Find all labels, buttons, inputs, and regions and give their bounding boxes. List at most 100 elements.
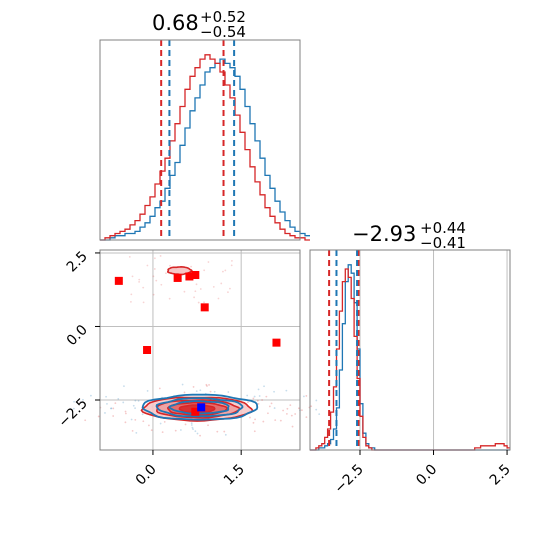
scatter-dot [203, 269, 206, 272]
scatter-dot [84, 419, 87, 422]
scatter-dot [142, 420, 145, 423]
scatter-dot [159, 422, 162, 425]
hist2-grid [359, 250, 508, 450]
scatter-dot [257, 388, 260, 391]
scatter-dot [229, 287, 231, 290]
scatter-dot [263, 385, 265, 388]
red-square-marker [173, 273, 182, 282]
scatter-dot [192, 428, 194, 430]
scatter-dot [222, 270, 224, 273]
hist2-x-tick-label: 0.0 [413, 462, 440, 489]
scatter-dot [112, 415, 115, 417]
scatter-dot [194, 430, 197, 433]
scatter-dot [286, 407, 289, 410]
scatter-dot [158, 387, 161, 390]
scatter-dot [220, 282, 223, 285]
hist1-title-plus: +0.52 [200, 8, 246, 26]
red-square-marker [143, 346, 152, 354]
scatter-dot [124, 410, 127, 413]
scatter-dot [231, 259, 233, 262]
scatter-dot [196, 432, 199, 435]
scatter-dot [183, 391, 186, 394]
scatter-dot [191, 426, 194, 429]
scatter-dot [290, 414, 293, 417]
scatter-dot [125, 412, 127, 415]
scatter-dot [190, 265, 193, 268]
scatter-dot [301, 409, 303, 412]
hist-series-blue [100, 58, 310, 241]
hist2-bars [310, 264, 510, 451]
scatter-dot [141, 413, 144, 416]
blue-contour-level [141, 393, 259, 421]
scatter-dot [199, 434, 201, 437]
scatter-dot [282, 409, 284, 412]
scatter-dot [253, 395, 256, 398]
scatter-dot [160, 283, 163, 286]
scatter-dot [246, 394, 249, 397]
scatter-dot [79, 401, 82, 404]
hist2-title-minus: −0.41 [420, 234, 466, 252]
scatter-dot [230, 264, 233, 267]
scatter-dot [285, 412, 288, 415]
red-square-marker [191, 407, 200, 416]
scatter-dot [274, 419, 277, 422]
scatter-dot [318, 413, 321, 416]
scatter-dot [142, 286, 145, 289]
scatter-dot [192, 386, 195, 388]
scatter-dot [132, 404, 135, 407]
blue-contour-level [168, 400, 230, 415]
scatter-dot [208, 384, 210, 386]
scatter-dot [273, 390, 275, 393]
scatter-dot [305, 416, 308, 419]
scatter-dot [110, 407, 112, 410]
hist-series-red [310, 268, 510, 451]
hist1-frame [99, 39, 301, 241]
scatter-dot [273, 407, 276, 409]
scatter-dot [152, 293, 155, 296]
scatter-dot [114, 402, 117, 405]
scatter-dot [131, 275, 134, 278]
scatter-dot [161, 431, 164, 434]
hist2-x-ticks: −2.5 0.0 2.5 [331, 450, 514, 497]
red-square-marker [272, 338, 281, 347]
scatter-dot [128, 255, 131, 258]
blue-square-marker [197, 403, 206, 412]
hist2-x-tick-label: −2.5 [331, 462, 366, 497]
hist1-title-minus: −0.54 [200, 23, 246, 41]
scatter-dot [199, 288, 202, 290]
red-square-marker [185, 272, 194, 281]
scatter-dot [223, 430, 226, 433]
scatter-dot [258, 395, 261, 397]
scatter-dot [117, 397, 120, 400]
scatter-dot [153, 268, 156, 270]
scatter-dot [169, 264, 171, 267]
scatter-dot [195, 390, 198, 393]
scatter-dot [79, 400, 82, 403]
scatter-dot [112, 407, 115, 410]
scatter-dot [227, 291, 229, 294]
scatter-dot [265, 395, 268, 398]
scatter-dot [168, 297, 171, 300]
contour-y-tick-label: 2.5 [64, 248, 91, 275]
hist-series-blue [310, 264, 510, 451]
scatter-dot [106, 402, 108, 405]
scatter-dot [152, 275, 155, 278]
scatter-dot [184, 423, 187, 426]
scatter-dot [134, 418, 137, 421]
scatter-dot [190, 422, 193, 425]
scatter-dot [90, 394, 92, 397]
scatter-dot [73, 400, 76, 403]
panel-hist-1 [99, 39, 310, 241]
hist2-x-tick-label: 2.5 [487, 462, 514, 489]
scatter-dot [252, 397, 255, 400]
scatter-dot [270, 402, 273, 405]
scatter-dot [123, 385, 125, 388]
scatter-dot [279, 419, 282, 422]
scatter-dot [146, 390, 149, 392]
scatter-dot [153, 257, 156, 260]
scatter-dot [253, 430, 256, 433]
scatter-dot [124, 421, 127, 424]
scatter-dot [104, 412, 106, 414]
scatter-dot [179, 429, 182, 431]
